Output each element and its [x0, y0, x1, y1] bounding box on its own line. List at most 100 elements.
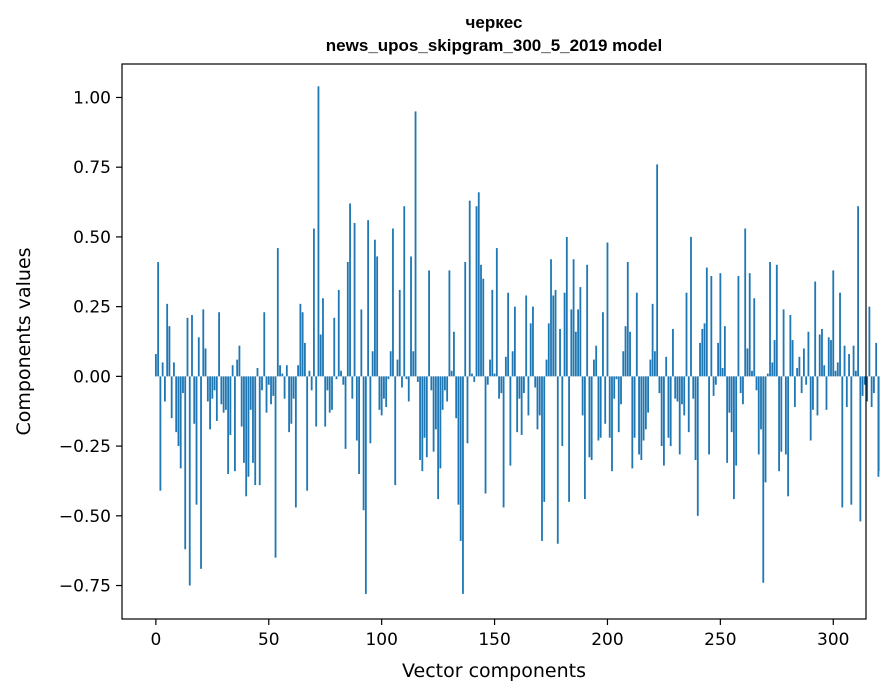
bar	[663, 376, 665, 466]
bar	[793, 376, 796, 408]
bar	[568, 376, 570, 502]
bar	[229, 376, 232, 435]
bar	[717, 342, 720, 377]
x-tick-label: 200	[591, 630, 623, 650]
bar	[299, 303, 302, 377]
bar	[733, 376, 735, 500]
bar	[651, 303, 654, 377]
bar	[570, 309, 573, 377]
bar	[769, 262, 771, 377]
bar	[468, 200, 471, 377]
bar	[832, 270, 835, 377]
bar	[739, 376, 742, 394]
x-tick-label: 150	[478, 630, 510, 650]
bar	[322, 298, 324, 377]
bar	[595, 345, 598, 377]
bar	[780, 376, 783, 452]
bar	[638, 376, 640, 455]
bar	[407, 376, 410, 402]
bar	[204, 348, 207, 377]
bar	[681, 376, 683, 405]
bar	[647, 376, 650, 413]
bar	[827, 337, 830, 377]
bar	[778, 376, 780, 472]
bar	[805, 376, 808, 385]
bar	[184, 376, 187, 550]
bar	[527, 376, 530, 416]
bar	[513, 306, 516, 377]
bar	[371, 351, 374, 377]
bar	[674, 376, 677, 399]
bar	[213, 376, 216, 391]
bar	[692, 376, 695, 399]
bar	[224, 376, 227, 410]
bar	[398, 289, 401, 377]
bar	[615, 376, 618, 380]
y-tick-label: −0.25	[59, 437, 111, 457]
bar	[559, 328, 561, 377]
bar	[866, 376, 869, 402]
bar	[432, 376, 435, 452]
bar	[800, 376, 803, 394]
bar	[660, 376, 663, 447]
bar	[340, 370, 342, 377]
bar	[362, 376, 365, 511]
bar	[583, 376, 586, 500]
bar	[498, 376, 500, 399]
y-tick-label: 0.25	[73, 298, 111, 318]
bar	[351, 376, 354, 399]
bar	[301, 312, 304, 377]
bar	[227, 376, 230, 474]
bar	[744, 228, 747, 377]
bar	[306, 376, 309, 491]
bar	[525, 295, 528, 377]
bar	[168, 326, 171, 377]
bar	[696, 376, 699, 516]
bar	[563, 292, 566, 377]
x-tick-label: 250	[704, 630, 736, 650]
bar	[484, 376, 487, 494]
bar	[843, 345, 846, 377]
bar	[572, 259, 575, 377]
bar	[197, 337, 200, 377]
bar	[789, 315, 792, 377]
bar	[586, 264, 589, 377]
bar	[748, 273, 751, 377]
bar	[642, 376, 645, 441]
bar	[854, 370, 857, 377]
bar	[358, 376, 360, 474]
bar	[608, 376, 611, 438]
bar	[455, 376, 458, 419]
bar	[538, 376, 541, 416]
bar	[182, 376, 184, 394]
bar	[861, 376, 864, 396]
bar	[385, 376, 388, 408]
bar	[690, 236, 692, 377]
bar	[328, 376, 331, 413]
bar	[784, 376, 787, 455]
bar	[421, 376, 424, 472]
bar	[360, 309, 363, 377]
bar	[622, 351, 625, 377]
bar	[719, 273, 722, 377]
bar	[547, 323, 550, 377]
y-tick-label: 0.00	[73, 367, 111, 387]
bar	[665, 356, 668, 377]
bar	[529, 323, 532, 377]
y-axis-label: Components values	[13, 247, 35, 435]
bar	[631, 376, 634, 469]
bar	[845, 376, 848, 408]
bar	[726, 376, 729, 463]
bar	[653, 351, 656, 377]
bar	[364, 376, 367, 594]
bar	[687, 376, 690, 433]
bar	[714, 376, 717, 385]
bar	[554, 289, 557, 377]
bar	[373, 239, 376, 377]
bar	[814, 281, 817, 377]
bar	[599, 376, 602, 438]
bar	[751, 370, 753, 377]
bar	[191, 315, 193, 377]
bar	[791, 340, 794, 377]
bar	[863, 376, 866, 385]
